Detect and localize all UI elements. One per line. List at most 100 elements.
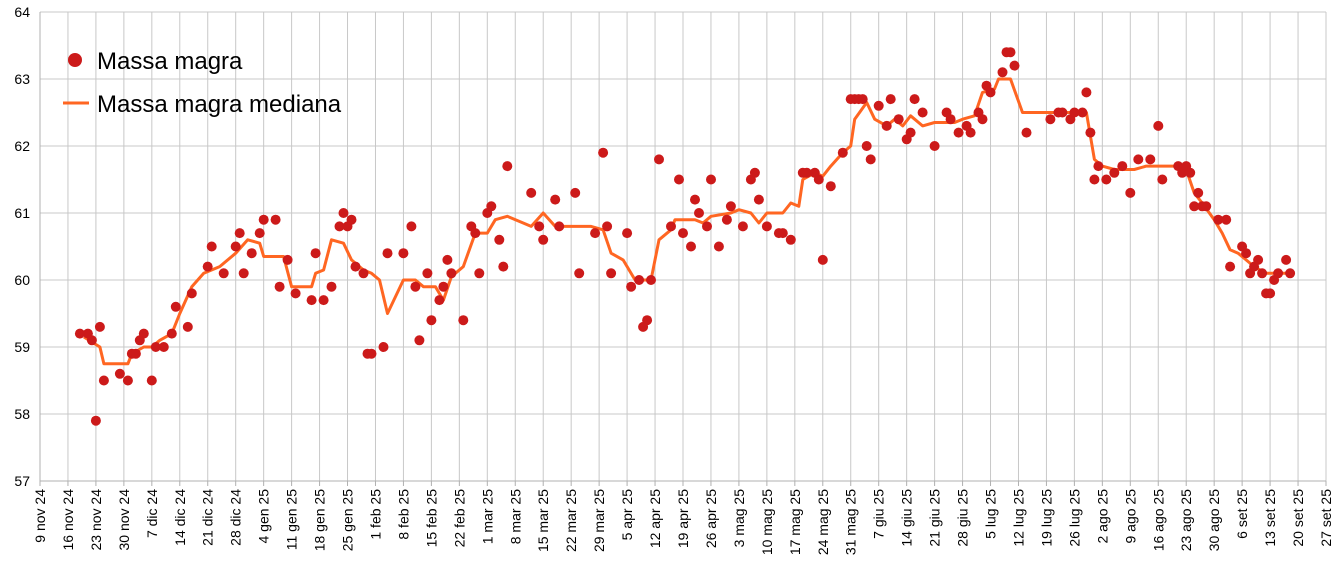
data-point [570,187,581,198]
data-point [486,201,497,212]
data-point [290,288,301,299]
x-tick-label: 14 giu 25 [899,489,915,547]
x-tick-label: 30 ago 25 [1206,489,1222,551]
x-tick-label: 7 dic 24 [144,489,160,538]
data-point [602,221,613,232]
grid [39,11,1327,482]
data-point [881,120,892,131]
x-tick-label: 27 set 25 [1318,489,1334,547]
data-point [1225,261,1236,272]
data-point [1125,187,1136,198]
data-point [1213,214,1224,225]
data-point [538,234,549,245]
data-point [865,154,876,165]
data-point [170,301,181,312]
y-tick-label: 64 [14,4,30,20]
data-point [346,214,357,225]
data-point [817,254,828,265]
data-point [90,415,101,426]
data-point [1185,167,1196,178]
x-tick-label: 9 nov 24 [32,489,48,543]
data-point [166,328,177,339]
data-point [398,248,409,259]
x-tick-label: 11 gen 25 [284,489,300,550]
y-tick-label: 62 [14,138,30,154]
data-point [146,375,157,386]
data-point [725,201,736,212]
data-point [206,241,217,252]
legend-label-line: Massa magra mediana [97,91,342,118]
axes [39,12,1327,486]
x-tick-label: 28 dic 24 [228,489,244,546]
data-point [1221,214,1232,225]
data-point [274,281,285,292]
data-point [310,248,321,259]
x-tick-label: 1 feb 25 [367,489,383,540]
data-point [306,295,317,306]
data-point [929,141,940,151]
data-point [965,127,976,138]
data-point [694,208,704,218]
data-point [422,268,433,279]
data-point [1069,107,1080,118]
data-point [825,181,836,192]
data-point [574,268,585,279]
data-point [1077,107,1088,118]
x-tick-label: 20 set 25 [1290,489,1306,547]
data-point [678,228,688,239]
x-tick-label: 12 lug 25 [1010,489,1026,547]
data-point [282,254,293,265]
data-point [270,214,281,225]
data-point [94,321,105,332]
data-point [202,261,213,272]
data-point [737,221,748,232]
data-point [1021,127,1032,138]
data-point [98,375,109,386]
data-point [642,315,653,326]
data-point [861,141,872,151]
x-tick-label: 31 mag 25 [843,489,859,555]
x-tick-label: 7 giu 25 [871,489,887,539]
data-point [458,315,469,326]
x-tick-label: 3 mag 25 [731,489,747,548]
data-point [446,268,457,279]
data-point [1089,174,1100,185]
data-point [1273,268,1284,279]
data-point [406,221,417,232]
x-tick-label: 8 feb 25 [395,489,411,540]
y-tick-labels: 57 58 59 60 61 62 63 64 [14,4,30,489]
data-point [598,147,609,158]
data-point [1057,107,1068,118]
data-point [238,268,249,279]
x-tick-label: 21 giu 25 [927,489,943,547]
x-tick-label: 22 mar 25 [563,489,579,552]
x-tick-label: 9 ago 25 [1122,489,1138,544]
data-point [258,214,269,225]
y-tick-label: 63 [14,71,30,87]
data-point [1189,201,1200,212]
x-tick-label: 2 ago 25 [1094,489,1110,544]
data-point [1281,254,1292,265]
data-point [674,174,684,185]
data-point [1009,60,1020,71]
data-point [410,281,421,292]
data-point [1133,154,1144,165]
data-point [1093,161,1104,172]
data-point [186,288,197,299]
data-point [122,375,133,386]
x-tick-label: 16 ago 25 [1150,489,1166,551]
data-point [114,368,125,379]
data-point [753,194,764,205]
data-point [1153,120,1164,131]
data-point [230,241,241,252]
data-point [442,254,453,265]
x-tick-label: 5 lug 25 [983,489,999,539]
data-point [502,161,513,172]
x-tick-label: 12 apr 25 [647,489,663,548]
data-point [917,107,928,118]
data-point [686,241,696,252]
y-tick-label: 57 [14,473,30,489]
data-point [470,228,481,239]
data-point [334,221,345,232]
data-point [218,268,229,279]
